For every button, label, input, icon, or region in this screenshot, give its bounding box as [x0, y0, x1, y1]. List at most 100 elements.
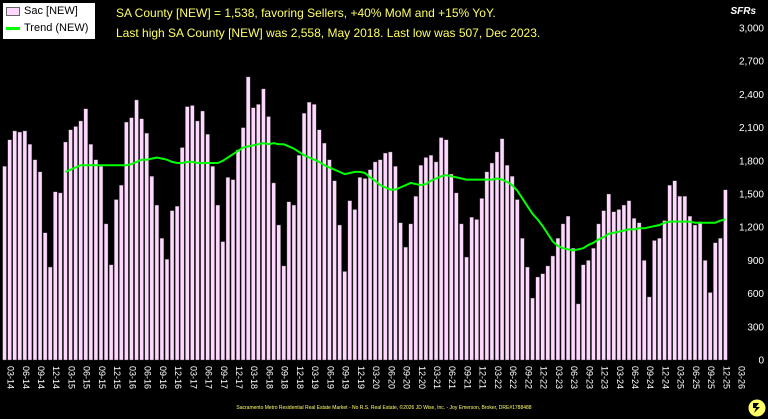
bar — [444, 139, 449, 361]
bar — [291, 204, 297, 361]
x-tick-label: 03-17 — [188, 366, 198, 389]
bar — [621, 204, 627, 361]
bar — [169, 210, 175, 361]
x-tick-label: 09-20 — [402, 366, 412, 389]
x-tick-label: 09-22 — [523, 366, 533, 389]
bar — [317, 129, 322, 361]
bar — [723, 189, 728, 361]
y-tick-label: 1,500 — [739, 190, 764, 201]
bar — [601, 210, 606, 361]
bar — [27, 143, 33, 361]
x-tick-label: 12-25 — [721, 366, 731, 389]
bar — [606, 193, 611, 361]
bar — [439, 137, 444, 361]
bar — [312, 104, 317, 361]
bar — [185, 106, 190, 361]
bar — [205, 134, 210, 361]
bar — [149, 176, 154, 361]
bar — [596, 223, 601, 361]
bar — [637, 222, 642, 361]
x-tick-label: 09-25 — [706, 366, 716, 389]
bar — [469, 217, 474, 361]
bar — [190, 105, 195, 361]
bar — [327, 159, 332, 361]
bar — [175, 205, 180, 361]
bar — [530, 297, 535, 361]
bar — [139, 118, 144, 361]
bar — [286, 201, 291, 361]
bar — [555, 238, 561, 361]
trend-line — [65, 142, 726, 252]
bar — [510, 176, 515, 361]
bar — [347, 200, 352, 361]
bar — [459, 223, 464, 361]
bar — [713, 242, 718, 361]
x-tick-label: 06-15 — [82, 366, 92, 389]
bar — [210, 166, 215, 361]
bar — [408, 223, 413, 361]
y-tick-label: 1,200 — [739, 223, 764, 234]
bar — [281, 265, 286, 361]
bar — [109, 264, 114, 361]
x-tick-label: 03-16 — [127, 366, 137, 389]
bar — [7, 139, 12, 361]
y-tick-label: 1,800 — [739, 156, 764, 167]
x-tick-label: 06-14 — [21, 366, 31, 389]
bar — [672, 180, 677, 361]
headline-current: SA County [NEW] = 1,538, favoring Seller… — [116, 6, 496, 20]
legend-line-label: Trend (NEW) — [24, 22, 89, 34]
x-tick-label: 12-22 — [539, 366, 549, 389]
y-tick-label: 3,000 — [739, 24, 764, 35]
bar — [53, 191, 58, 361]
x-tick-label: 09-17 — [219, 366, 229, 389]
bar — [134, 99, 139, 361]
bar — [180, 147, 185, 361]
x-tick-label: 06-18 — [264, 366, 274, 389]
bar — [98, 166, 104, 361]
bar — [581, 264, 586, 361]
x-tick-label: 12-16 — [173, 366, 183, 389]
y-tick-label: 300 — [747, 322, 764, 333]
bar — [611, 211, 616, 361]
bar — [241, 127, 246, 361]
legend-line-swatch — [6, 26, 20, 30]
bar — [200, 110, 205, 361]
bar — [332, 180, 337, 361]
x-tick-label: 09-19 — [341, 366, 351, 389]
bar — [301, 113, 307, 361]
bar — [296, 155, 302, 361]
x-tick-label: 09-14 — [36, 366, 46, 389]
bar — [32, 159, 38, 361]
bar — [708, 292, 713, 361]
bar — [271, 182, 276, 361]
x-tick-label: 06-19 — [325, 366, 335, 389]
bar — [591, 248, 596, 361]
bar — [251, 107, 256, 361]
bar — [225, 177, 231, 361]
x-tick-label: 03-18 — [249, 366, 259, 389]
bar — [124, 121, 129, 361]
x-tick-label: 12-21 — [478, 366, 488, 389]
bar — [433, 161, 439, 361]
footer-credit: Sacramento Metro Residential Real Estate… — [236, 405, 532, 411]
bar — [652, 240, 657, 361]
bar — [525, 266, 530, 361]
bar — [276, 224, 281, 361]
x-tick-label: 06-25 — [691, 366, 701, 389]
x-tick-label: 03-14 — [6, 366, 16, 389]
x-tick-label: 06-21 — [447, 366, 457, 389]
bar — [83, 108, 88, 361]
x-tick-label: 03-19 — [310, 366, 320, 389]
bar — [388, 151, 393, 361]
y-tick-label: 2,700 — [739, 57, 764, 68]
y-tick-label: 600 — [747, 289, 764, 300]
bar — [73, 126, 78, 361]
legend-item-bars: Sac [NEW] — [6, 5, 78, 17]
x-tick-label: 09-15 — [97, 366, 107, 389]
bar — [403, 246, 408, 361]
bar — [540, 273, 545, 361]
x-tick-label: 03-21 — [432, 366, 442, 389]
x-tick-label: 12-15 — [112, 366, 122, 389]
bar — [230, 179, 236, 361]
